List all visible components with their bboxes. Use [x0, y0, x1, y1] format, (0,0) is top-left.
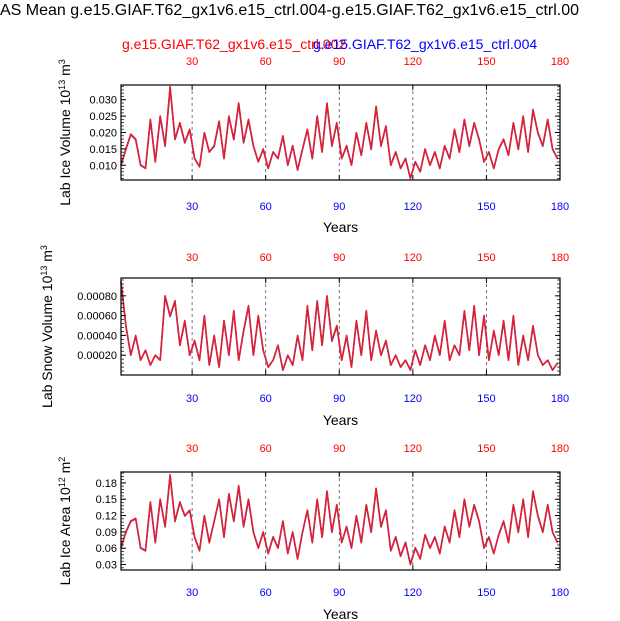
- y-tick-label: 0.025: [89, 111, 117, 123]
- series-line: [120, 280, 559, 371]
- bottom-x-tick-label: 120: [404, 201, 422, 213]
- y-tick-label: 0.03: [96, 560, 117, 572]
- top-x-tick-label: 90: [333, 443, 345, 455]
- bottom-x-tick-label: 60: [260, 393, 272, 405]
- top-x-tick-label: 120: [404, 443, 422, 455]
- bottom-x-tick-label: 120: [404, 587, 422, 599]
- y-axis-label: Lab Snow Volume 1013 m3: [39, 245, 55, 408]
- bottom-x-tick-label: 120: [404, 393, 422, 405]
- y-tick-label: 0.020: [89, 128, 117, 140]
- bottom-x-tick-label: 150: [477, 201, 495, 213]
- top-x-tick-label: 90: [333, 252, 345, 264]
- y-axis-label: Lab Ice Area 1012 m2: [57, 457, 73, 586]
- x-axis-label: Years: [323, 412, 358, 428]
- page-title: AS Mean g.e15.GIAF.T62_gx1v6.e15_ctrl.00…: [0, 2, 580, 19]
- bottom-x-tick-label: 150: [477, 393, 495, 405]
- top-x-tick-label: 30: [186, 443, 198, 455]
- bottom-x-tick-label: 60: [260, 587, 272, 599]
- y-tick-label: 0.12: [96, 511, 117, 523]
- bottom-x-tick-label: 180: [551, 393, 569, 405]
- plot-frame: [120, 277, 561, 376]
- top-x-tick-label: 60: [260, 56, 272, 68]
- top-x-tick-label: 120: [404, 252, 422, 264]
- y-tick-label: 0.06: [96, 543, 117, 555]
- top-x-tick-label: 150: [477, 56, 495, 68]
- top-x-tick-label: 60: [260, 443, 272, 455]
- top-x-tick-label: 30: [186, 56, 198, 68]
- case-label-red: g.e15.GIAF.T62_gx1v6.e15_ctrl.002: [122, 36, 347, 52]
- panel-2: 0.00020 0.00040 0.00060 0.00080 30 30 60 60 90 90…: [39, 245, 569, 428]
- top-x-tick-label: 150: [477, 443, 495, 455]
- y-tick-label: 0.015: [89, 144, 117, 156]
- top-x-tick-label: 120: [404, 56, 422, 68]
- y-tick-label: 0.09: [96, 527, 117, 539]
- y-tick-label: 0.00040: [77, 330, 117, 342]
- y-tick-label: 0.00020: [77, 350, 117, 362]
- top-x-tick-label: 150: [477, 252, 495, 264]
- plot-frame: [120, 471, 561, 571]
- bottom-x-tick-label: 90: [333, 393, 345, 405]
- panel-3: 0.03 0.06 0.09 0.12 0.15 0.18 30 30 60 60 90 90 120 1…: [57, 443, 569, 621]
- bottom-x-tick-label: 180: [551, 587, 569, 599]
- bottom-x-tick-label: 30: [186, 393, 198, 405]
- bottom-x-tick-label: 90: [333, 587, 345, 599]
- y-axis-label: Lab Ice Volume 1013 m3: [57, 59, 73, 206]
- y-tick-label: 0.030: [89, 95, 117, 107]
- top-x-tick-label: 90: [333, 56, 345, 68]
- bottom-x-tick-label: 180: [551, 201, 569, 213]
- series-line: [120, 473, 559, 566]
- top-x-tick-label: 180: [551, 56, 569, 68]
- panel-1: 0.010 0.015 0.020 0.025 0.030 30 30 60 60 90 90 120…: [57, 56, 569, 235]
- case-label-blue: g.e15.GIAF.T62_gx1v6.e15_ctrl.004: [313, 36, 538, 52]
- y-tick-label: 0.010: [89, 160, 117, 172]
- x-axis-label: Years: [323, 219, 358, 235]
- top-x-tick-label: 180: [551, 443, 569, 455]
- bottom-x-tick-label: 90: [333, 201, 345, 213]
- y-tick-label: 0.18: [96, 478, 117, 490]
- y-tick-label: 0.00080: [77, 291, 117, 303]
- top-x-tick-label: 180: [551, 252, 569, 264]
- series-line: [120, 85, 559, 180]
- y-tick-label: 0.00060: [77, 311, 117, 323]
- x-axis-label: Years: [323, 606, 358, 621]
- y-tick-label: 0.15: [96, 494, 117, 506]
- bottom-x-tick-label: 30: [186, 201, 198, 213]
- bottom-x-tick-label: 30: [186, 587, 198, 599]
- bottom-x-tick-label: 150: [477, 587, 495, 599]
- top-x-tick-label: 30: [186, 252, 198, 264]
- bottom-x-tick-label: 60: [260, 201, 272, 213]
- top-x-tick-label: 60: [260, 252, 272, 264]
